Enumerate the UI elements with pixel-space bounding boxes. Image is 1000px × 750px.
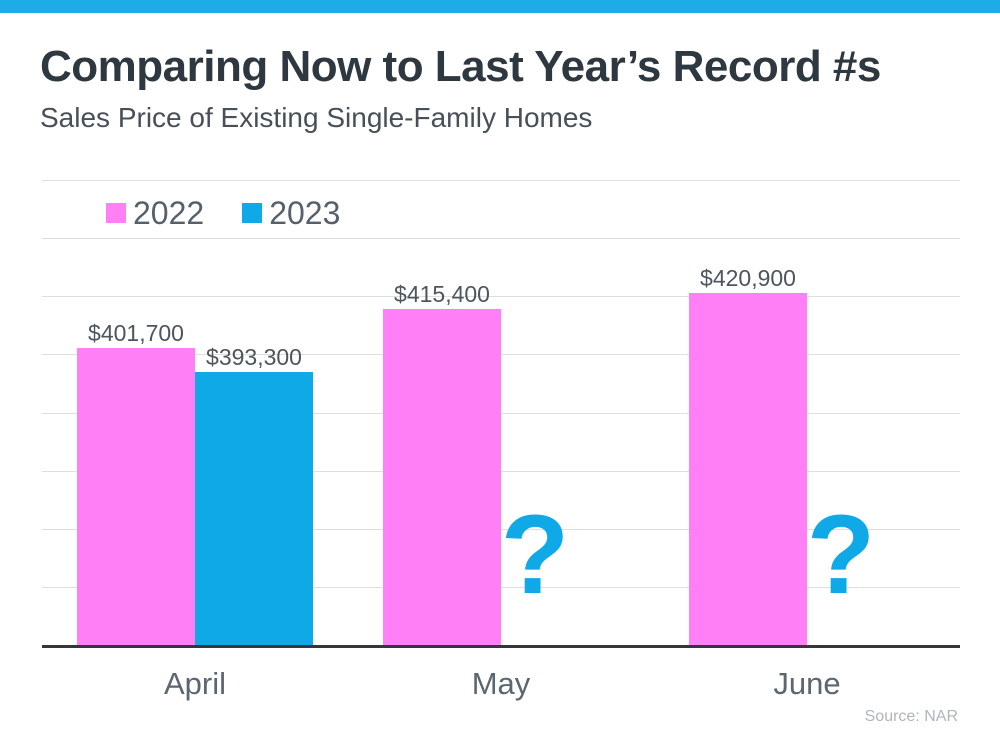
legend-item-2022: 2022 — [106, 197, 204, 229]
grid-line — [42, 586, 960, 588]
legend-label-2022: 2022 — [133, 195, 205, 231]
grid-line — [42, 238, 960, 240]
grid-line — [42, 412, 960, 414]
chart-title: Comparing Now to Last Year’s Record #s — [40, 42, 881, 91]
grid-line — [42, 180, 960, 181]
x-axis-label-june: June — [773, 666, 841, 701]
value-label-2022-june: $420,900 — [700, 265, 796, 292]
x-axis-label-may: May — [471, 666, 531, 701]
legend-item-2023: 2023 — [242, 197, 340, 229]
value-label-2023-april: $393,300 — [206, 344, 302, 371]
bar-2022-april — [77, 348, 195, 645]
legend-swatch-2023 — [242, 203, 263, 223]
grid-line — [42, 470, 960, 472]
grid-line — [42, 296, 960, 298]
legend-label-2023: 2023 — [269, 195, 341, 231]
chart-subtitle: Sales Price of Existing Single-Family Ho… — [40, 102, 593, 133]
x-axis-label-april: April — [163, 666, 226, 701]
source-attribution: Source: NAR — [864, 708, 958, 725]
grid-line — [42, 528, 960, 530]
top-accent-bar — [0, 0, 1000, 13]
grid-line — [42, 354, 960, 356]
legend-swatch-2022 — [106, 203, 126, 223]
value-label-2022-may: $415,400 — [394, 280, 490, 307]
bar-2022-may — [383, 308, 501, 645]
unknown-value-question-mark-2023-june: ? — [806, 492, 876, 617]
bar-2022-june — [689, 293, 807, 645]
chart-legend: 2022 2023 — [106, 197, 340, 229]
bar-2023-april — [195, 372, 313, 645]
value-label-2022-april: $401,700 — [88, 320, 184, 347]
unknown-value-question-mark-2023-may: ? — [500, 492, 570, 617]
x-axis-line — [42, 645, 960, 648]
